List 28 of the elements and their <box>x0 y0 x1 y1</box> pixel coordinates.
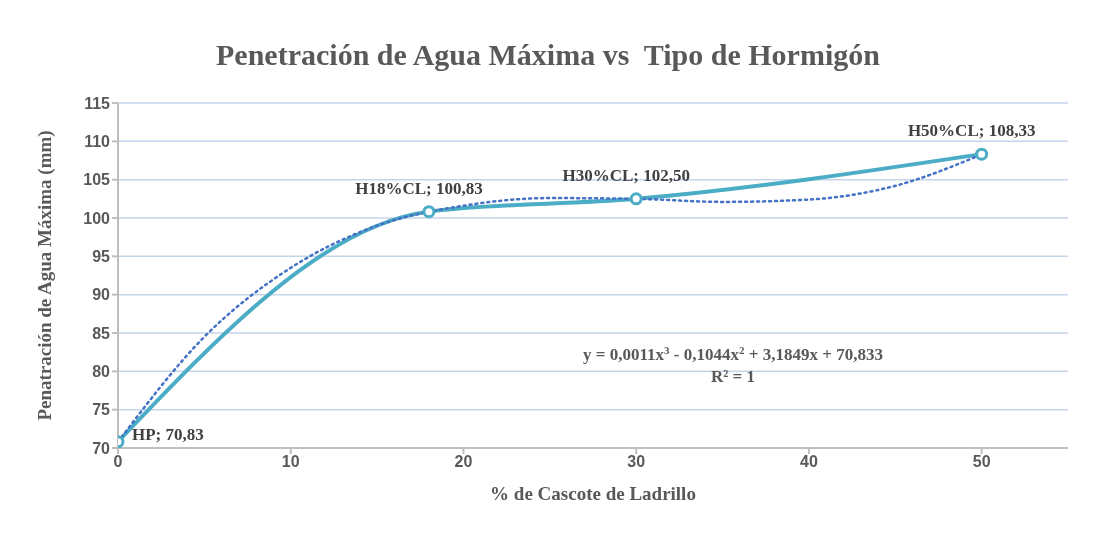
x-tick-label: 10 <box>281 453 300 471</box>
point <box>975 147 989 161</box>
x-tick-label: 30 <box>627 453 646 471</box>
point <box>629 192 643 206</box>
data-label: H18%CL; 100,83 <box>355 178 483 198</box>
y-tick-label: 80 <box>92 363 111 381</box>
y-tick-label: 110 <box>84 133 111 151</box>
y-tick-label: 95 <box>92 248 111 266</box>
y-tick-label: 100 <box>83 209 111 227</box>
x-tick-label: 20 <box>454 453 473 471</box>
y-tick-label: 85 <box>92 324 111 342</box>
annotation: y = 0,0011x$^{3}$ - 0,1044x$^{2}$ + 3,1849x + 70,833 <box>583 344 883 364</box>
x-tick-label: 0 <box>113 453 123 471</box>
data-label: H50%CL; 108,33 <box>907 121 1036 141</box>
y-tick-label: 70 <box>92 439 111 457</box>
y-axis-title: Penatración de Agua Máxima (mm) <box>33 130 56 421</box>
x-axis-title: % de Cascote de Ladrillo <box>490 483 696 504</box>
x-tick-label: 40 <box>800 453 818 471</box>
annotation: R² = 1 <box>710 367 756 386</box>
data-label: HP; 70,83 <box>132 424 204 444</box>
x-tick-label: 50 <box>972 453 991 471</box>
point <box>422 205 436 219</box>
chart-title: Penetración de Agua Máxima vs Tipo de Hormigón <box>215 38 881 72</box>
y-tick-label: 75 <box>92 401 111 419</box>
y-tick-label: 90 <box>92 286 111 304</box>
y-tick-label: 105 <box>83 171 111 189</box>
y-tick-label: 115 <box>84 94 111 112</box>
data-label: H30%CL; 102,50 <box>562 165 690 185</box>
